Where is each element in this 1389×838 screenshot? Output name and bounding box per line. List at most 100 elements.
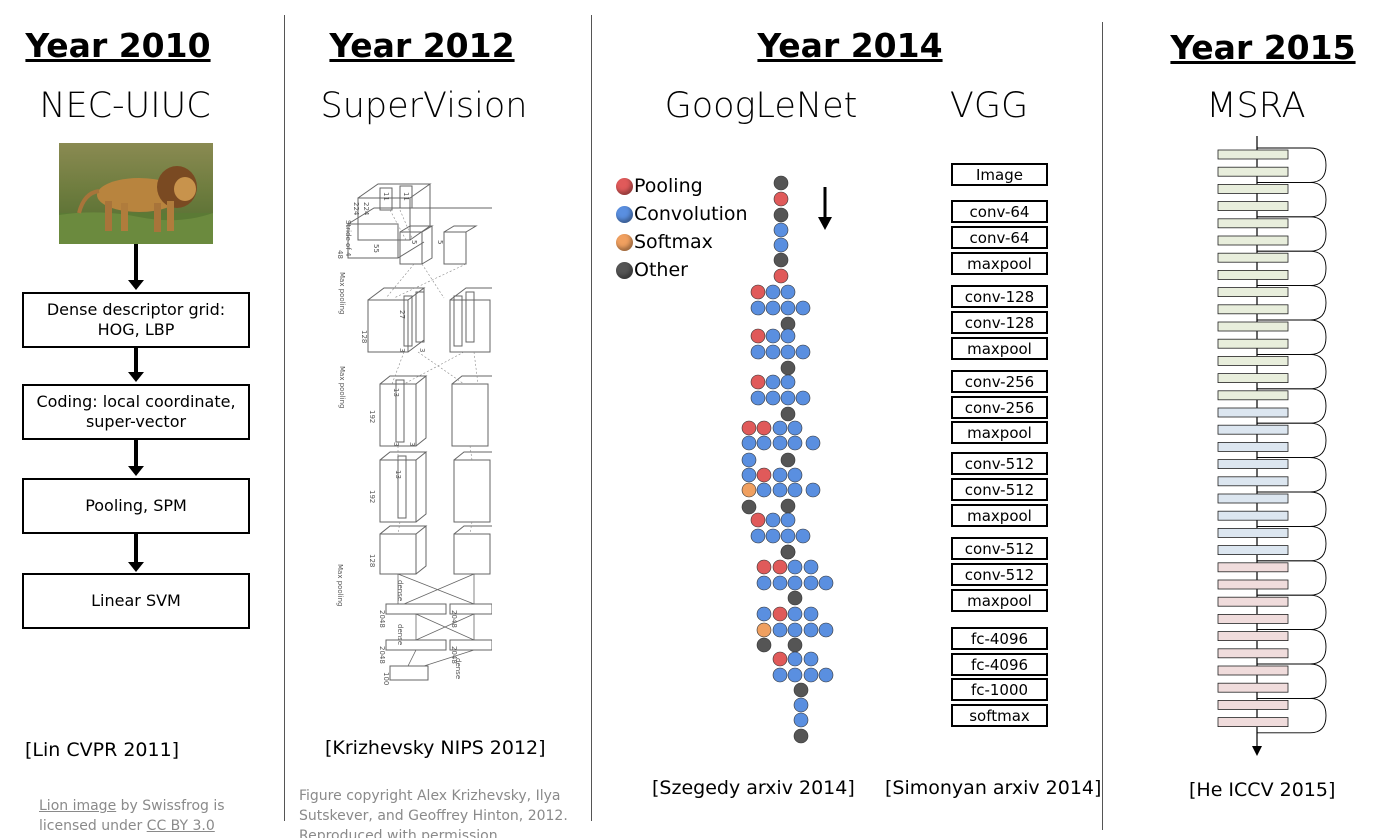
vgg-layer-box: Image [951,163,1048,186]
alexnet-label: 3 [398,348,406,352]
year-2012-heading: Year 2012 [329,26,515,65]
legend-softmax: Softmax [616,231,713,253]
alexnet-label: 128 [360,330,368,343]
resnet-layer [1217,184,1289,194]
pooling-node [750,512,766,528]
resnet-layer [1217,269,1289,280]
year-2014-heading: Year 2014 [757,26,943,65]
convolution-node [750,390,766,406]
resnet-layer [1217,459,1289,470]
vgg-layer-box: conv-64 [951,200,1048,223]
license-link[interactable]: CC BY 3.0 [146,818,215,834]
resnet-layer [1217,373,1289,384]
other-node [780,406,796,422]
citation-szegedy: [Szegedy arxiv 2014] [652,777,855,799]
year-2015-heading: Year 2015 [1170,28,1356,67]
skip-connection [1257,697,1327,734]
resnet-layer [1217,631,1289,642]
other-node [773,252,789,268]
pooling-node [750,284,766,300]
alexnet-label: 3 [418,348,426,352]
resnet-layer [1217,682,1289,693]
convolution-node [741,452,757,468]
convolution-node [795,344,811,360]
convolution-node [756,606,772,622]
alexnet-label: Max pooling [338,272,346,314]
vgg-layer-box: maxpool [951,504,1048,527]
resnet-layer [1217,700,1289,710]
pooling-node [772,559,788,575]
resnet-layer [1217,304,1289,315]
convolution-node [795,300,811,316]
figure-credit: Figure copyright Alex Krizhevsky, Ilya S… [299,788,568,838]
lion-image-link[interactable]: Lion image [39,798,117,814]
convolution-node [787,467,803,483]
alexnet-label: Max pooling [336,564,344,606]
convolution-node [803,606,819,622]
resnet-layer [1217,717,1289,727]
alexnet-label: dense [396,580,404,601]
alexnet-label: 5 [436,240,444,244]
flow-arrow [128,440,144,476]
pooling-node [750,374,766,390]
softmax-legend-dot [616,234,633,251]
convolution-node [803,651,819,667]
resnet-layer [1217,355,1289,366]
resnet-layer [1217,545,1289,556]
vgg-layer-box: maxpool [951,589,1048,612]
vgg-layer-box: fc-1000 [951,678,1048,701]
convolution-node [818,622,834,638]
nec-uiuc-title: NEC-UIUC [39,86,211,126]
convolution-node [772,435,788,451]
convolution-node [765,284,781,300]
alexnet-label: 27 [398,310,406,319]
resnet-layer [1217,665,1289,676]
other-node [773,175,789,191]
citation-krizhevsky: [Krizhevsky NIPS 2012] [325,737,546,759]
convolution-node [818,575,834,591]
skip-connection [1257,422,1327,459]
googlenet-title: GoogLeNet [664,86,858,126]
convolution-node [756,435,772,451]
pooling-node [756,420,772,436]
skip-connection [1257,491,1327,527]
resnet-diagram [1210,136,1340,758]
alexnet-label: 1000 [382,672,390,685]
googlenet-diagram [736,172,836,747]
other-node [793,682,809,698]
pooling-node [772,606,788,622]
other-node [780,360,796,376]
skip-connection [1257,629,1327,665]
legend-other: Other [616,259,688,281]
flow-arrow [128,534,144,572]
skip-connection [1257,250,1327,287]
convolution-node [780,374,796,390]
resnet-layer [1217,648,1289,659]
vgg-title: VGG [949,86,1029,126]
alexnet-label: 3 [408,442,416,446]
resnet-layer [1217,579,1289,590]
pooling-node [773,191,789,207]
vgg-layer-box: maxpool [951,252,1048,275]
alexnet-label: 224 [352,202,360,216]
pooling-node [750,328,766,344]
convolution-node [765,528,781,544]
vgg-layer-box: conv-128 [951,311,1048,334]
convolution-node [741,467,757,483]
resnet-layer [1217,493,1289,504]
resnet-layer [1217,596,1289,607]
resnet-layer [1217,527,1289,538]
pooling-node [741,420,757,436]
convolution-node [787,420,803,436]
alexnet-label: 11 [382,192,390,201]
alexnet-label: Max pooling [338,366,346,408]
alexnet-label: 55 [372,244,380,253]
convolution-node [787,667,803,683]
pipeline-step-coding: Coding: local coordinate, super-vector [22,384,250,440]
convolution-node [787,559,803,575]
vgg-layer-box: maxpool [951,337,1048,360]
convolution-node [780,390,796,406]
alexnet-figure: 224 224 Stride of 4 11 11 55 5 5 48 Max pooling 12… [334,180,493,690]
resnet-layer [1217,321,1289,332]
convolution-node [787,622,803,638]
